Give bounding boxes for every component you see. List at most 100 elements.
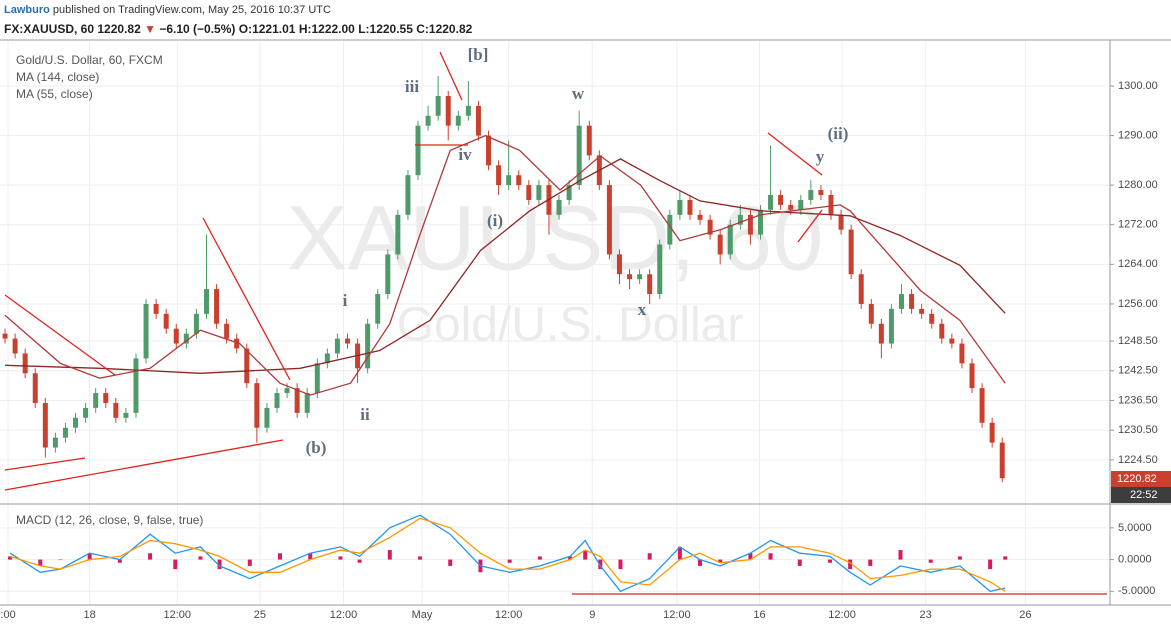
- candle-body: [73, 417, 79, 428]
- histogram-bar: [247, 559, 252, 566]
- candle-body: [939, 323, 945, 339]
- candle-body: [717, 234, 723, 255]
- y-tick-label: 1272.00: [1118, 219, 1158, 231]
- histogram-bar: [308, 553, 313, 560]
- candle-body: [405, 175, 411, 215]
- candle-body: [2, 333, 8, 339]
- candle-body: [989, 422, 995, 443]
- histogram-bar: [507, 559, 512, 563]
- candle-body: [274, 393, 280, 408]
- x-tick-label: 12:00: [330, 609, 358, 621]
- change: −6.10 (−0.5%): [159, 22, 235, 36]
- histogram-bar: [117, 559, 122, 563]
- candle-body: [878, 323, 884, 344]
- candle-body: [465, 105, 471, 116]
- candle-body: [284, 388, 290, 394]
- candle-body: [516, 175, 522, 186]
- candle-body: [919, 308, 925, 314]
- candle-body: [103, 393, 109, 403]
- candle-body: [62, 427, 68, 438]
- candle-body: [214, 289, 220, 324]
- wave-label: [b]: [468, 45, 489, 64]
- candle-body: [32, 373, 38, 403]
- candle-body: [979, 388, 985, 423]
- histogram-bar: [568, 556, 573, 560]
- candle-body: [113, 402, 119, 418]
- y-tick-label: 1230.50: [1118, 424, 1158, 436]
- wave-label: w: [572, 84, 585, 103]
- candle-body: [153, 303, 159, 314]
- histogram-bar: [898, 550, 903, 560]
- histogram-bar: [357, 559, 362, 563]
- macd-title: MACD (12, 26, close, 9, false, true): [16, 513, 203, 527]
- candle-body: [929, 313, 935, 324]
- candle-body: [828, 195, 834, 215]
- published: published on TradingView.com, May 25, 20…: [53, 4, 331, 16]
- histogram-bar: [928, 559, 933, 563]
- author[interactable]: Lawburo: [4, 4, 50, 16]
- trend-line: [4, 457, 86, 471]
- plot: [2, 76, 1008, 593]
- x-tick-label: 25: [254, 609, 266, 621]
- candle-body: [606, 185, 612, 255]
- y-tick-label: 5.0000: [1118, 522, 1152, 534]
- x-tick-label: 9: [589, 609, 595, 621]
- open: O:1221.01: [239, 22, 296, 36]
- histogram-bar: [217, 559, 222, 570]
- candle-body: [304, 393, 310, 413]
- candle-body: [314, 363, 320, 394]
- x-tick-label: 16: [753, 609, 765, 621]
- candle-body: [324, 353, 330, 364]
- x-tick-label: 26: [1019, 609, 1031, 621]
- candle-body: [647, 274, 653, 295]
- trend-line: [439, 51, 463, 101]
- histogram-bar: [338, 556, 343, 560]
- candle-body: [969, 363, 975, 389]
- trend-drawings: [4, 51, 1107, 595]
- candle-body: [22, 353, 28, 374]
- histogram-bar: [868, 559, 873, 566]
- candle-body: [334, 338, 340, 354]
- candle-body: [395, 214, 401, 255]
- candle-body: [627, 274, 633, 280]
- candle-body: [486, 135, 492, 166]
- candle-body: [375, 294, 381, 324]
- y-tick-label: 1242.50: [1118, 365, 1158, 377]
- wave-label: y: [816, 147, 825, 166]
- quote-line: FX:XAUUSD, 60 1220.82 ▼ −6.10 (−0.5%) O:…: [4, 22, 473, 36]
- histogram-bar: [748, 553, 753, 560]
- candle-body: [345, 338, 351, 344]
- candle-body: [435, 95, 441, 116]
- candle-body: [203, 289, 209, 314]
- candle-body: [264, 407, 270, 428]
- candle-body: [808, 190, 814, 200]
- candle-body: [949, 338, 955, 344]
- candle-body: [93, 393, 99, 408]
- candle-body: [475, 105, 481, 136]
- candle-body: [757, 209, 763, 235]
- histogram-bar: [8, 556, 13, 560]
- candle-body: [425, 115, 431, 126]
- candle-body: [83, 407, 89, 418]
- candle-body: [385, 254, 391, 295]
- x-tick-label: 12:00: [164, 609, 192, 621]
- candle-body: [747, 214, 753, 235]
- symbol: FX:XAUUSD, 60: [4, 22, 94, 36]
- high: H:1222.00: [299, 22, 355, 36]
- y-tick-label: 1256.00: [1118, 298, 1158, 310]
- publish-line: Lawburo published on TradingView.com, Ma…: [4, 4, 331, 16]
- candle-body: [788, 204, 794, 210]
- histogram-bar: [448, 559, 453, 566]
- candle-body: [999, 442, 1005, 479]
- legend-entry: MA (144, close): [16, 70, 99, 84]
- last-price-label: 1220.82: [1117, 473, 1157, 485]
- y-tick-label: 1290.00: [1118, 129, 1158, 141]
- candle-body: [496, 165, 502, 186]
- wave-label: (i): [487, 211, 503, 230]
- candle-body: [667, 214, 673, 245]
- histogram-bar: [418, 556, 423, 560]
- x-tick-label: 12:00: [828, 609, 856, 621]
- macd-line: [9, 514, 1006, 593]
- candle-body: [163, 313, 169, 329]
- candle-body: [858, 274, 864, 304]
